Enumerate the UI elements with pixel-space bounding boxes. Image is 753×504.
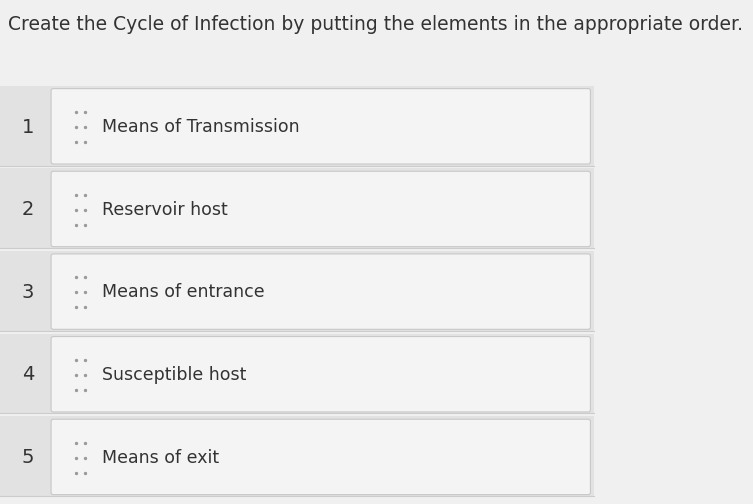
FancyBboxPatch shape xyxy=(0,168,594,248)
Text: Create the Cycle of Infection by putting the elements in the appropriate order.: Create the Cycle of Infection by putting… xyxy=(8,15,742,34)
Text: 3: 3 xyxy=(22,283,34,302)
FancyBboxPatch shape xyxy=(0,416,594,496)
Text: 2: 2 xyxy=(22,200,34,219)
Text: Susceptible host: Susceptible host xyxy=(102,366,246,384)
FancyBboxPatch shape xyxy=(0,86,594,165)
FancyBboxPatch shape xyxy=(51,419,590,494)
Text: Means of exit: Means of exit xyxy=(102,449,219,467)
Text: 5: 5 xyxy=(22,448,34,467)
Text: Reservoir host: Reservoir host xyxy=(102,201,228,219)
Text: Means of entrance: Means of entrance xyxy=(102,283,265,301)
FancyBboxPatch shape xyxy=(51,171,590,246)
Text: Means of Transmission: Means of Transmission xyxy=(102,118,300,136)
FancyBboxPatch shape xyxy=(0,251,594,331)
Text: 4: 4 xyxy=(22,365,34,385)
FancyBboxPatch shape xyxy=(51,89,590,164)
Text: 1: 1 xyxy=(22,117,34,137)
FancyBboxPatch shape xyxy=(51,337,590,412)
FancyBboxPatch shape xyxy=(51,254,590,329)
FancyBboxPatch shape xyxy=(0,334,594,413)
